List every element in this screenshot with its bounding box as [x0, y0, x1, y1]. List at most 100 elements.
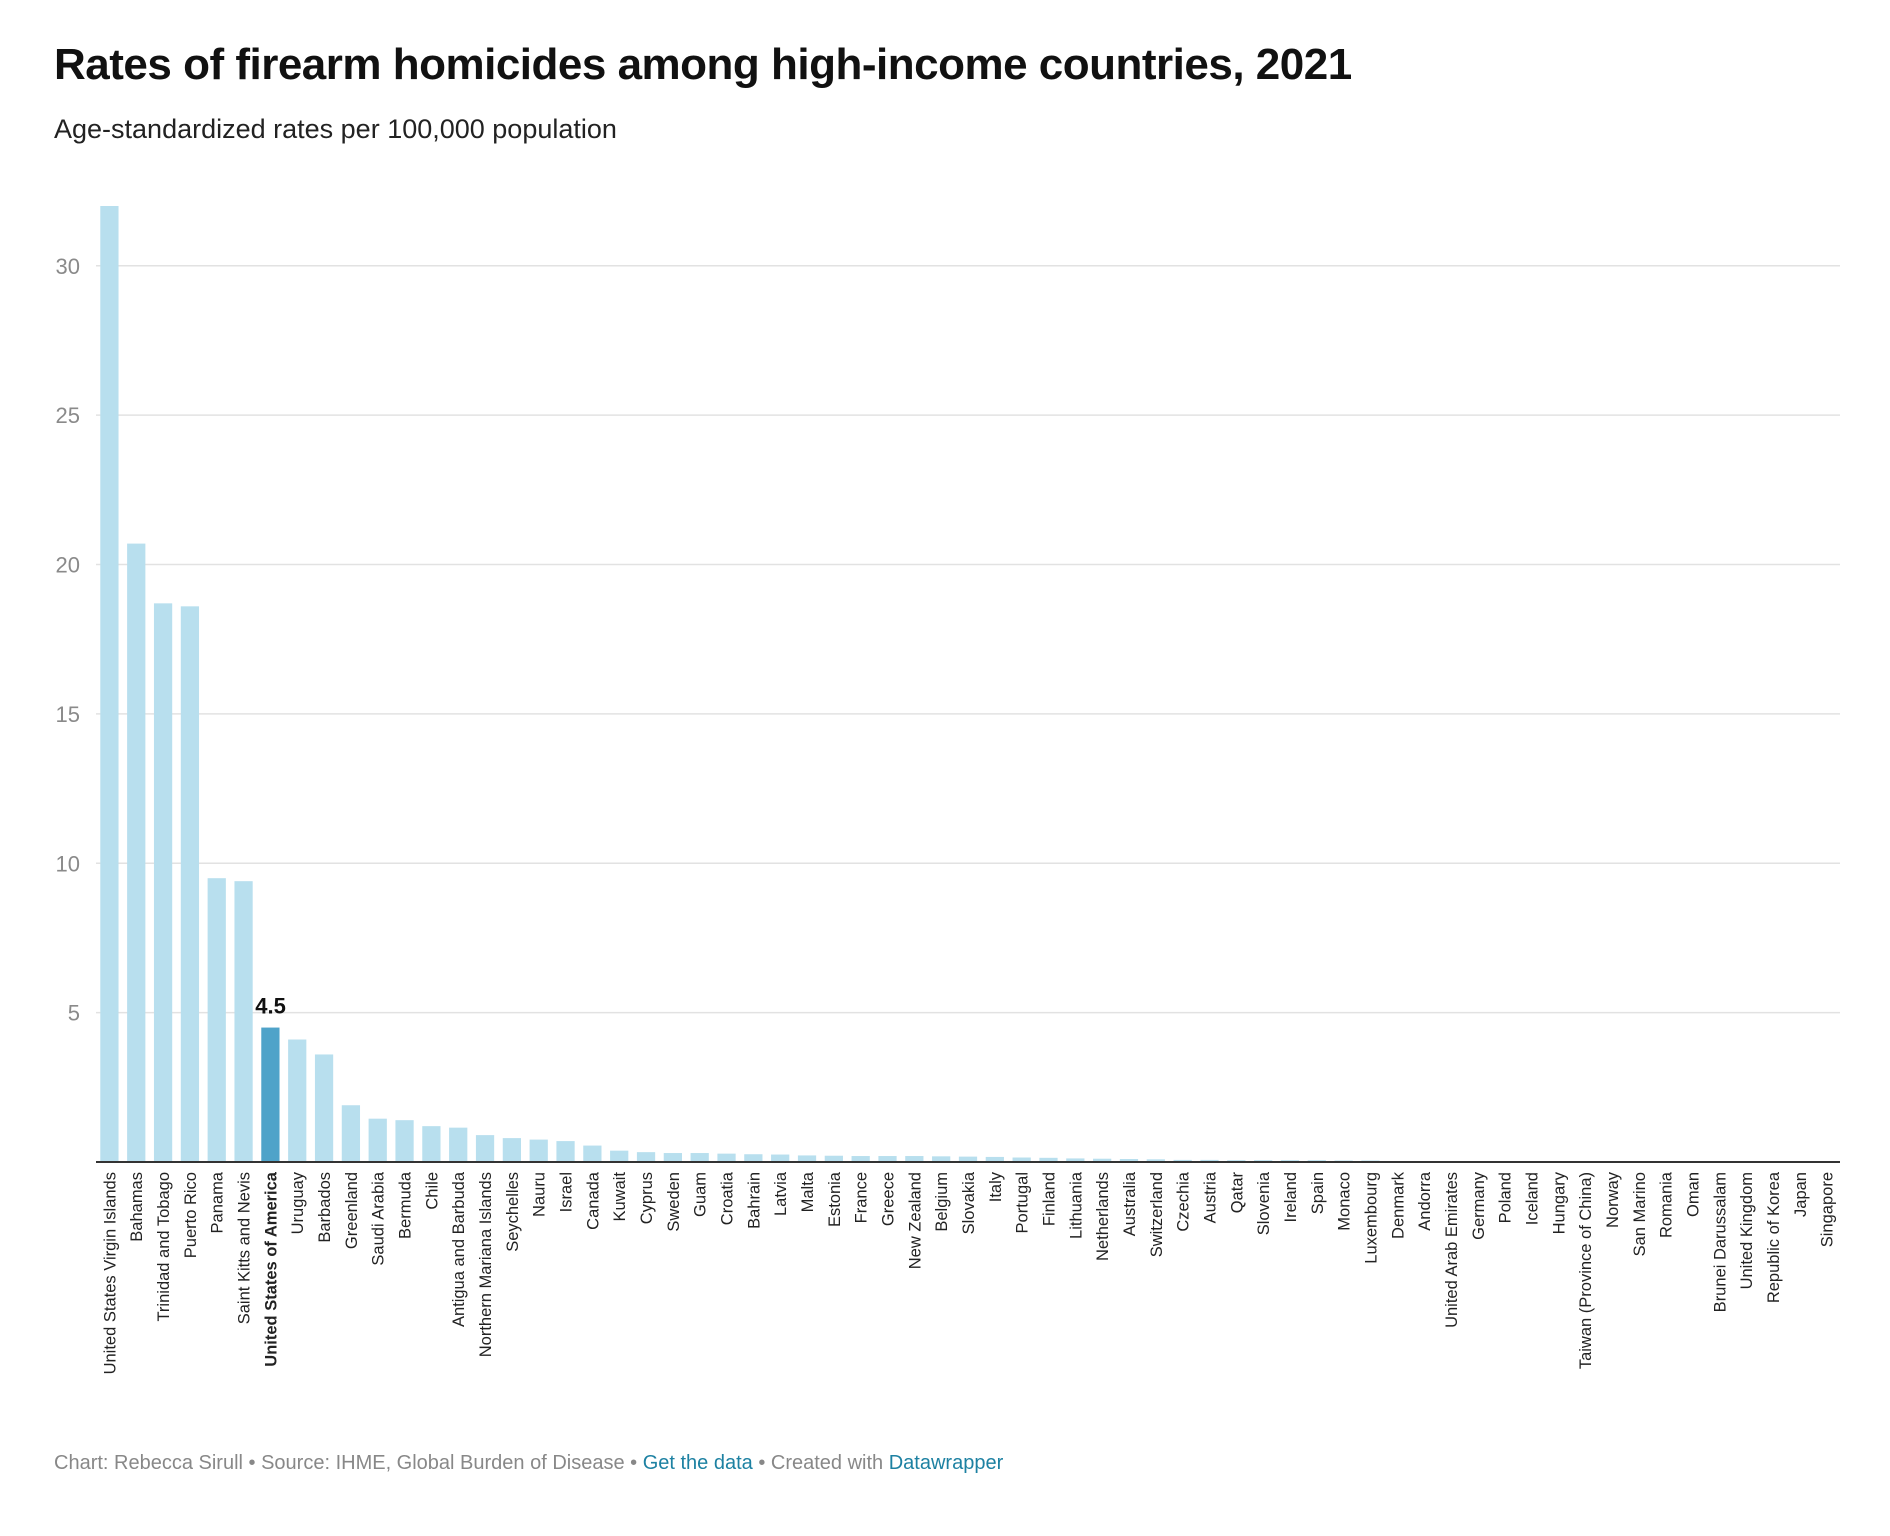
- x-tick-label: Portugal: [1014, 1172, 1032, 1233]
- bar: [475, 1135, 495, 1162]
- bar: [797, 1155, 817, 1162]
- x-tick-label: Japan: [1792, 1172, 1810, 1217]
- bar: [207, 878, 226, 1162]
- x-tick-label: Monaco: [1336, 1172, 1354, 1231]
- x-tick-label: Uruguay: [289, 1171, 307, 1234]
- x-tick-label: Republic of Korea: [1765, 1171, 1783, 1303]
- bar: [153, 603, 173, 1162]
- x-tick-label: Malta: [799, 1171, 817, 1212]
- bar: [744, 1154, 763, 1162]
- data-label: 4.5: [255, 994, 286, 1019]
- x-tick-label: Barbados: [316, 1172, 334, 1243]
- bar: [583, 1145, 602, 1162]
- x-tick-label: United States of America: [262, 1171, 280, 1367]
- x-tick-label: San Marino: [1631, 1172, 1649, 1256]
- get-the-data-link[interactable]: Get the data: [642, 1452, 753, 1474]
- bar: [771, 1154, 790, 1162]
- bar: [878, 1156, 897, 1162]
- x-tick-label: Belgium: [933, 1172, 951, 1232]
- x-tick-label: Switzerland: [1148, 1172, 1166, 1257]
- bar: [314, 1054, 334, 1162]
- bar: [1093, 1158, 1112, 1162]
- x-tick-label: Oman: [1684, 1172, 1702, 1217]
- bar: [234, 881, 253, 1162]
- x-tick-label: Panama: [209, 1171, 227, 1233]
- x-tick-label: Romania: [1658, 1171, 1676, 1238]
- bar: [1039, 1157, 1058, 1162]
- x-tick-label: Norway: [1604, 1171, 1622, 1228]
- x-tick-label: Northern Mariana Islands: [477, 1172, 495, 1357]
- y-tick-label: 30: [56, 254, 80, 279]
- y-tick-label: 10: [56, 851, 80, 876]
- bar: [449, 1127, 468, 1162]
- y-tick-label: 15: [56, 702, 80, 727]
- x-tick-label: Canada: [584, 1171, 602, 1230]
- x-tick-label: France: [853, 1172, 871, 1223]
- x-tick-label: Qatar: [1228, 1172, 1246, 1214]
- x-tick-label: Slovenia: [1255, 1171, 1273, 1235]
- bar: [1119, 1159, 1139, 1162]
- y-tick-label: 20: [56, 553, 80, 578]
- bar: [127, 543, 146, 1162]
- bar: [288, 1039, 307, 1162]
- x-tick-label: Seychelles: [504, 1172, 522, 1252]
- bar: [368, 1118, 387, 1162]
- x-tick-label: Andorra: [1416, 1171, 1434, 1231]
- bar: [851, 1156, 870, 1162]
- chart-subtitle: Age-standardized rates per 100,000 popul…: [54, 114, 617, 144]
- bar: [636, 1152, 656, 1162]
- x-tick-label: United Kingdom: [1738, 1172, 1756, 1289]
- x-tick-label: Bermuda: [397, 1171, 415, 1239]
- x-tick-label: Spain: [1309, 1172, 1327, 1214]
- bar: [1012, 1157, 1031, 1162]
- x-tick-label: New Zealand: [906, 1172, 924, 1269]
- bar: [932, 1156, 951, 1162]
- bar: [556, 1141, 575, 1162]
- bar: [663, 1153, 682, 1162]
- x-tick-label: Austria: [1201, 1171, 1219, 1223]
- x-tick-label: Trinidad and Tobago: [155, 1172, 173, 1322]
- bar: [529, 1139, 548, 1162]
- chart-title: Rates of firearm homicides among high-in…: [54, 40, 1352, 89]
- bar: [905, 1156, 924, 1162]
- bar: [1066, 1158, 1085, 1162]
- x-tick-label: Israel: [558, 1172, 576, 1212]
- x-tick-label: Australia: [1121, 1171, 1139, 1236]
- x-tick-label: Iceland: [1523, 1172, 1541, 1225]
- x-tick-label: Taiwan (Province of China): [1577, 1172, 1595, 1369]
- bar: [958, 1156, 978, 1162]
- bar: [180, 606, 200, 1162]
- x-tick-label: Puerto Rico: [182, 1172, 200, 1258]
- x-tick-label: Cyprus: [638, 1172, 656, 1224]
- x-tick-label: Estonia: [826, 1171, 844, 1227]
- x-tick-label: Lithuania: [1067, 1171, 1085, 1239]
- x-tick-label: Germany: [1470, 1171, 1488, 1240]
- bar: [100, 206, 119, 1162]
- x-tick-label: Denmark: [1389, 1171, 1407, 1239]
- x-tick-label: Brunei Darussalam: [1711, 1172, 1729, 1312]
- x-tick-label: Czechia: [1175, 1171, 1193, 1231]
- x-tick-label: Finland: [1040, 1172, 1058, 1226]
- x-tick-label: Italy: [987, 1171, 1005, 1202]
- bar: [261, 1027, 280, 1162]
- bar: [1173, 1159, 1192, 1162]
- bar: [824, 1155, 843, 1162]
- bar: [690, 1153, 709, 1162]
- x-tick-label: Bahamas: [128, 1172, 146, 1242]
- x-tick-label: Greece: [880, 1172, 898, 1226]
- bar-chart: 5 10 15 20 25 30 United States Virgin Islands B…: [56, 206, 1840, 1374]
- datawrapper-link[interactable]: Datawrapper: [888, 1452, 1004, 1474]
- bar: [502, 1138, 521, 1162]
- footer-created-with: • Created with: [752, 1452, 889, 1474]
- x-tick-label: United Arab Emirates: [1443, 1172, 1461, 1328]
- x-tick-label: Slovakia: [960, 1171, 978, 1234]
- x-tick-label: United States Virgin Islands: [101, 1172, 119, 1374]
- x-tick-label: Hungary: [1550, 1171, 1568, 1234]
- bar: [610, 1150, 629, 1162]
- x-tick-label: Greenland: [343, 1172, 361, 1249]
- x-tick-label: Bahrain: [745, 1172, 763, 1229]
- bar: [422, 1126, 441, 1162]
- x-tick-label: Chile: [423, 1172, 441, 1210]
- chart-footer: Chart: Rebecca Sirull • Source: IHME, Gl…: [54, 1452, 1003, 1475]
- x-tick-label: Guam: [692, 1172, 710, 1217]
